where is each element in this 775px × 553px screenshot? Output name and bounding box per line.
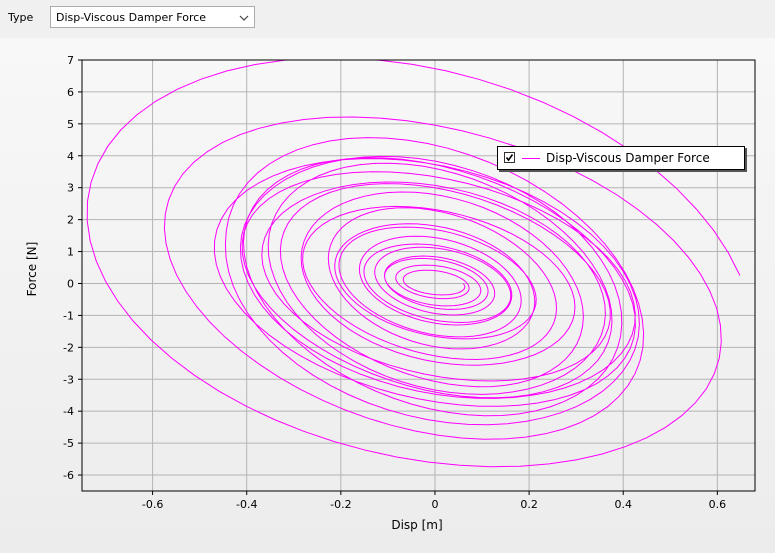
series-line-disp-viscous-damper-force [86, 60, 741, 468]
legend: Disp-Viscous Damper Force [497, 146, 745, 170]
chart-panel: -0.6 -0.4 -0.2 0 0.2 0.4 0.6 -6 -5 -4 -3 -2 -1 0 1 2 3 4 5… [0, 38, 775, 553]
type-dropdown[interactable]: Disp-Viscous Damper Force [50, 6, 255, 28]
x-tick-label: -0.4 [236, 498, 257, 511]
chevron-down-icon[interactable] [238, 12, 250, 24]
legend-swatch [522, 158, 540, 159]
y-tick-label: 5 [67, 118, 74, 131]
y-tick-label: -4 [63, 405, 74, 418]
y-tick-label: 2 [67, 214, 74, 227]
checkmark-icon [505, 154, 514, 162]
y-tick-label: 1 [67, 246, 74, 259]
y-tick-label: 6 [67, 86, 74, 99]
legend-checkbox[interactable] [504, 152, 515, 163]
x-tick-label: 0.2 [520, 498, 538, 511]
toolbar: Type Disp-Viscous Damper Force [0, 0, 775, 38]
legend-entry-label: Disp-Viscous Damper Force [546, 151, 710, 165]
x-tick-label: -0.6 [142, 498, 163, 511]
y-tick-label: -5 [63, 437, 74, 450]
y-tick-label: 4 [67, 150, 74, 163]
y-axis-label: Force [N] [25, 242, 39, 297]
x-tick-label: 0.6 [709, 498, 727, 511]
y-tick-label: -6 [63, 469, 74, 482]
type-label: Type [8, 11, 34, 24]
plot-frame [81, 59, 756, 492]
x-tick-label: 0 [431, 498, 438, 511]
x-tick-label: -0.2 [330, 498, 351, 511]
y-tick-label: 7 [67, 54, 74, 67]
chart: -0.6 -0.4 -0.2 0 0.2 0.4 0.6 -6 -5 -4 -3 -2 -1 0 1 2 3 4 5… [25, 54, 756, 532]
x-axis-label: Disp [m] [391, 518, 442, 532]
y-tick-label: 0 [67, 277, 74, 290]
y-tick-label: -2 [63, 341, 74, 354]
x-tick-label: 0.4 [614, 498, 632, 511]
y-tick-label: 3 [67, 182, 74, 195]
y-tick-label: -3 [63, 373, 74, 386]
type-dropdown-value: Disp-Viscous Damper Force [56, 11, 207, 24]
y-tick-label: -1 [63, 309, 74, 322]
